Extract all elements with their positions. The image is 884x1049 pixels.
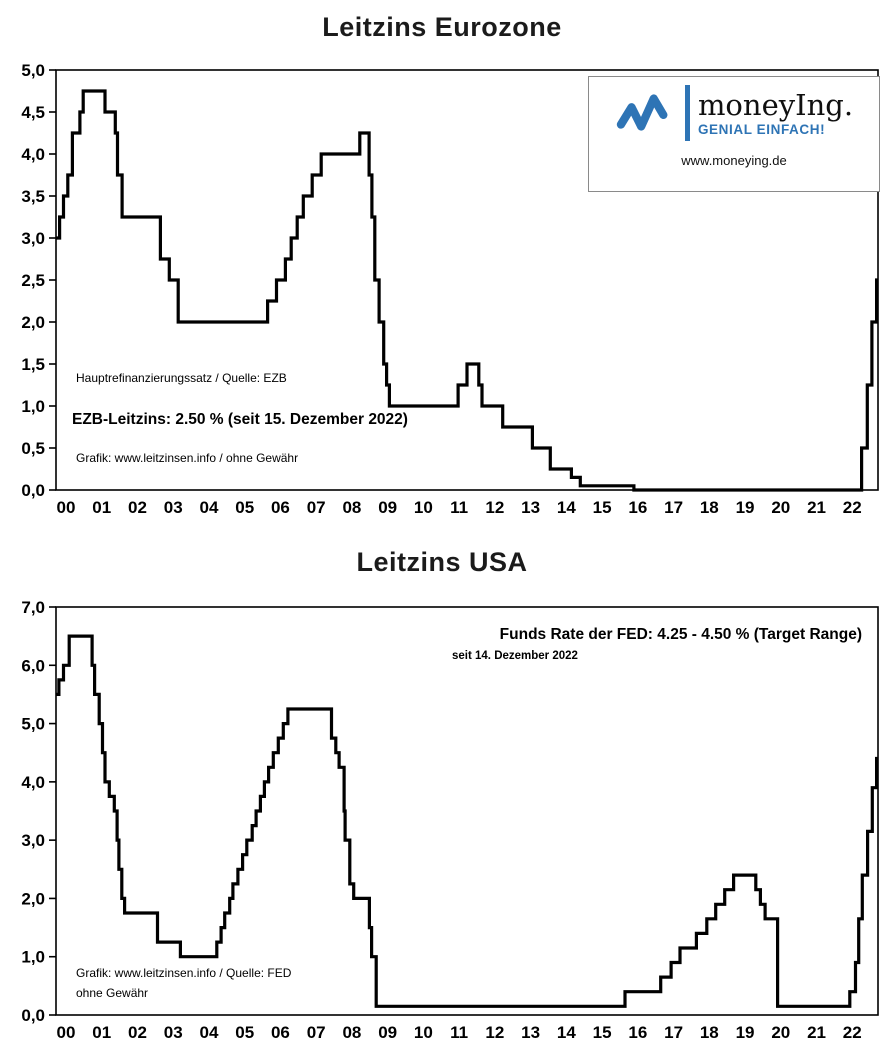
x-axis-label: 18 — [700, 1023, 719, 1042]
x-axis-label: 02 — [128, 498, 147, 517]
y-axis-label: 5,0 — [21, 715, 45, 734]
y-axis-label: 2,0 — [21, 313, 45, 332]
x-axis-label: 19 — [736, 498, 755, 517]
series-line — [56, 89, 879, 492]
x-axis-label: 06 — [271, 1023, 290, 1042]
x-axis-label: 04 — [200, 498, 219, 517]
logo-wordmark: moneyIng. — [697, 87, 854, 122]
y-axis-label: 3,0 — [21, 229, 45, 248]
moneying-zigzag-icon — [616, 94, 668, 131]
y-axis-label: 3,5 — [21, 187, 45, 206]
y-axis-label: 6,0 — [21, 656, 45, 675]
x-axis-label: 05 — [235, 498, 254, 517]
x-axis-label: 19 — [736, 1023, 755, 1042]
x-axis-label: 12 — [485, 1023, 504, 1042]
y-axis-label: 5,0 — [21, 61, 45, 80]
y-axis-label: 1,5 — [21, 355, 45, 374]
logo-divider — [684, 85, 690, 141]
x-axis-label: 03 — [164, 498, 183, 517]
y-axis-label: 7,0 — [21, 598, 45, 617]
x-axis-label: 12 — [485, 498, 504, 517]
x-axis-label: 21 — [807, 1023, 826, 1042]
logo-text-block: moneyIng. GENIAL EINFACH! — [698, 90, 853, 137]
x-axis-label: 00 — [57, 498, 76, 517]
x-axis-label: 04 — [200, 1023, 219, 1042]
usa-chart: 0,0 1,0 2,0 3,0 4,0 5,0 6,0 7,0 00 01 02 03 04 05 06 07… — [21, 598, 879, 1042]
y-axis-label: 4,5 — [21, 103, 45, 122]
x-axis-label: 14 — [557, 498, 576, 517]
x-axis-label: 22 — [843, 1023, 862, 1042]
logo-row: moneyIng. GENIAL EINFACH! — [589, 85, 879, 141]
y-axis-label: 1,0 — [21, 948, 45, 967]
x-axis-label: 15 — [593, 1023, 612, 1042]
chart-annotation: seit 14. Dezember 2022 — [452, 650, 578, 662]
x-axis-label: 05 — [235, 1023, 254, 1042]
chart-annotation: Funds Rate der FED: 4.25 - 4.50 % (Targe… — [500, 626, 862, 643]
x-axis-label: 20 — [771, 498, 790, 517]
x-axis-label: 13 — [521, 1023, 540, 1042]
y-axis-label: 3,0 — [21, 831, 45, 850]
usa-chart-title: Leitzins USA — [356, 547, 528, 577]
x-axis-label: 06 — [271, 498, 290, 517]
x-axis-label: 16 — [628, 498, 647, 517]
x-axis-label: 02 — [128, 1023, 147, 1042]
x-axis-label: 08 — [342, 1023, 361, 1042]
y-axis-label: 4,0 — [21, 773, 45, 792]
moneying-logo: moneyIng. GENIAL EINFACH! www.moneying.d… — [588, 76, 880, 192]
x-axis-label: 14 — [557, 1023, 576, 1042]
chart-annotation: ohne Gewähr — [76, 986, 148, 1000]
x-axis-label: 13 — [521, 498, 540, 517]
x-axis-label: 17 — [664, 1023, 683, 1042]
logo-tagline: GENIAL EINFACH! — [697, 121, 826, 137]
chart-annotation: Grafik: www.leitzinsen.info / Quelle: FE… — [76, 966, 292, 980]
x-axis-label: 21 — [807, 498, 826, 517]
x-axis-label: 16 — [628, 1023, 647, 1042]
x-axis-label: 11 — [450, 498, 468, 517]
x-axis-label: 01 — [92, 498, 111, 517]
chart-annotation: Hauptrefinanzierungssatz / Quelle: EZB — [76, 371, 287, 385]
eurozone-chart-title: Leitzins Eurozone — [322, 12, 562, 42]
chart-annotation: Grafik: www.leitzinsen.info / ohne Gewäh… — [76, 451, 298, 465]
y-axis-label: 0,0 — [21, 1006, 45, 1025]
series-line — [56, 634, 879, 1008]
plot-border — [55, 606, 879, 1016]
y-axis-label: 1,0 — [21, 397, 45, 416]
eurozone-chart: 0,0 0,5 1,0 1,5 2,0 2,5 3,0 3,5 4,0 4,5 5,0 00 01 02 0… — [21, 61, 879, 517]
x-axis-label: 09 — [378, 1023, 397, 1042]
x-axis-label: 20 — [771, 1023, 790, 1042]
x-axis-label: 01 — [92, 1023, 111, 1042]
y-axis-label: 4,0 — [21, 145, 45, 164]
y-axis-label: 2,0 — [21, 889, 45, 908]
x-axis-label: 17 — [664, 498, 683, 517]
x-axis-label: 11 — [450, 1023, 468, 1042]
logo-url: www.moneying.de — [681, 153, 787, 168]
x-axis-label: 07 — [307, 1023, 326, 1042]
chart-annotation: EZB-Leitzins: 2.50 % (seit 15. Dezember … — [72, 411, 408, 428]
x-axis-label: 03 — [164, 1023, 183, 1042]
x-axis-label: 22 — [843, 498, 862, 517]
x-axis-label: 00 — [57, 1023, 76, 1042]
x-axis-label: 08 — [342, 498, 361, 517]
y-axis-label: 0,5 — [21, 439, 45, 458]
x-axis-label: 07 — [307, 498, 326, 517]
x-axis-label: 10 — [414, 1023, 433, 1042]
x-axis-label: 15 — [593, 498, 612, 517]
y-axis-label: 2,5 — [21, 271, 45, 290]
x-axis-label: 18 — [700, 498, 719, 517]
x-axis-label: 10 — [414, 498, 433, 517]
y-axis-label: 0,0 — [21, 481, 45, 500]
x-axis-label: 09 — [378, 498, 397, 517]
